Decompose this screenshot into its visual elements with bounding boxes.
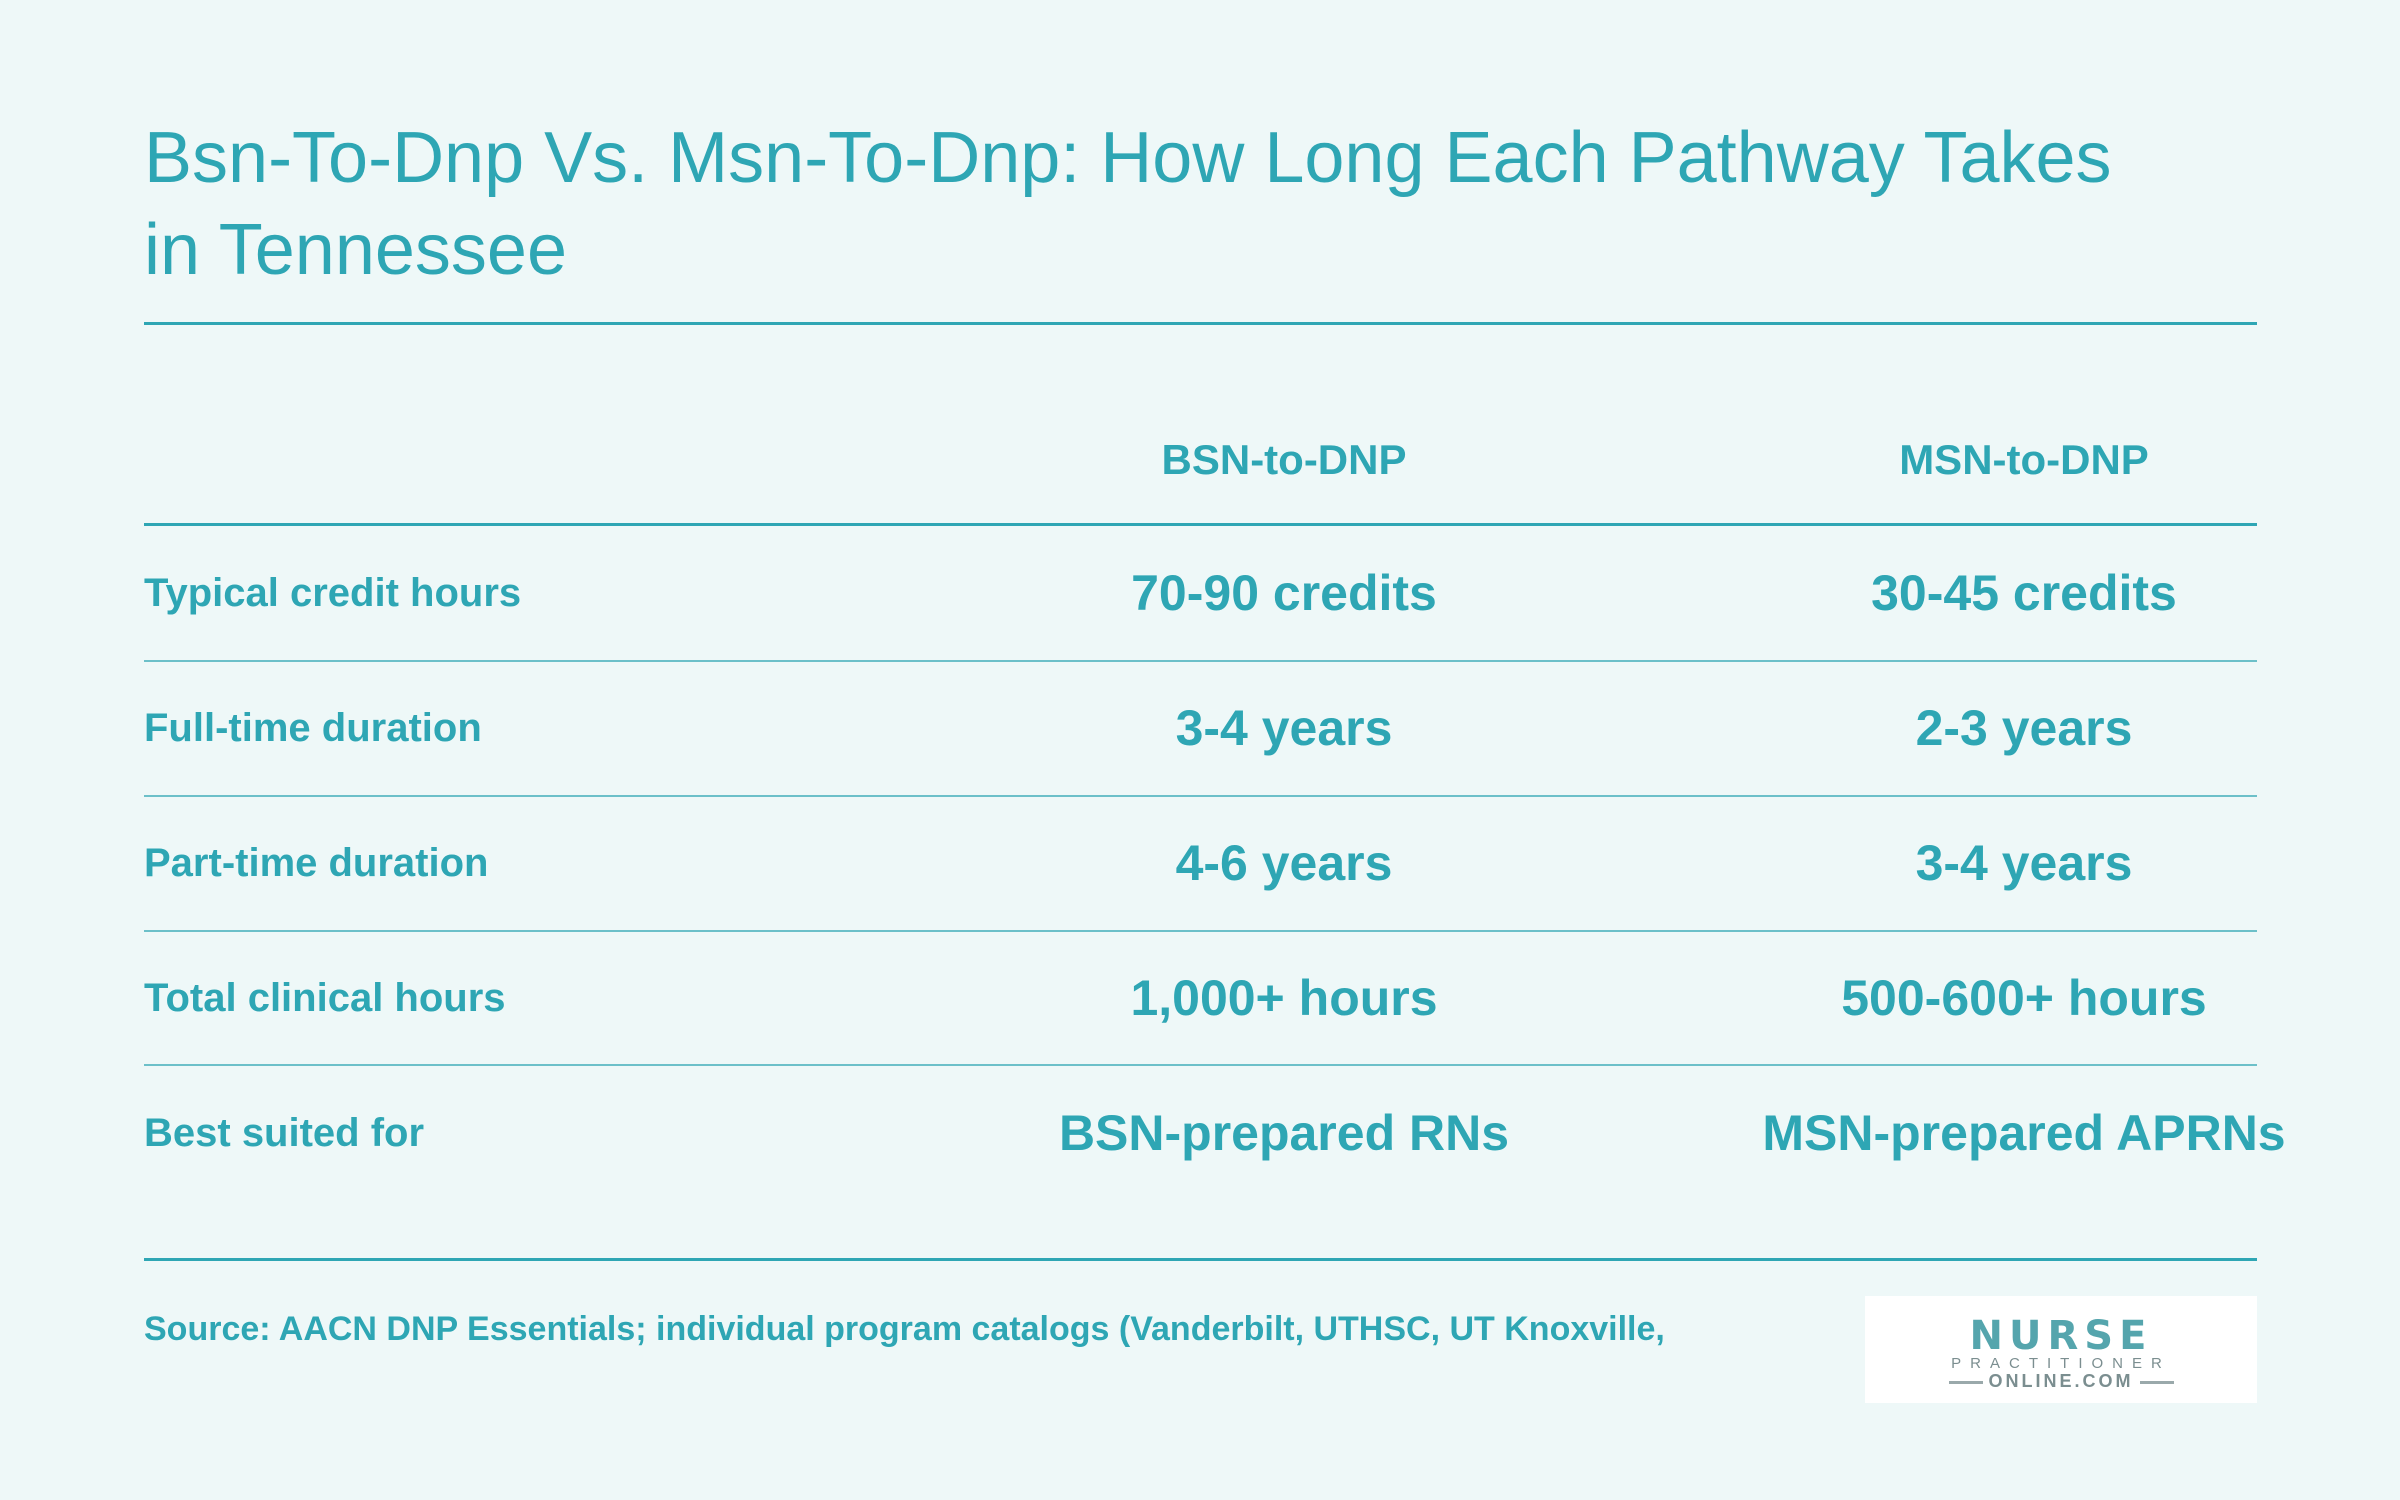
table-row-clinical-hours: Total clinical hours 1,000+ hours 500-60… [144, 931, 2257, 1065]
row-label: Full-time duration [144, 706, 482, 750]
row-divider [144, 930, 2257, 932]
logo-domain: ONLINE.COM [1865, 1372, 2257, 1390]
column-header-bsn-to-dnp: BSN-to-DNP [1161, 436, 1407, 483]
cell-bsn-value: 4-6 years [1175, 835, 1393, 891]
table-row-credit-hours: Typical credit hours 70-90 credits 30-45… [144, 526, 2257, 660]
cell-msn-value: 3-4 years [1915, 835, 2133, 891]
cell-msn-value: 30-45 credits [1871, 565, 2177, 621]
row-divider [144, 660, 2257, 662]
cell-bsn-value: 3-4 years [1175, 700, 1393, 756]
cell-msn-value: MSN-prepared APRNs [1762, 1105, 2286, 1161]
header-divider [144, 523, 2257, 526]
cell-bsn-value: BSN-prepared RNs [1058, 1105, 1510, 1161]
table-row-part-time-duration: Part-time duration 4-6 years 3-4 years [144, 796, 2257, 930]
cell-msn-value: 500-600+ hours [1841, 970, 2207, 1026]
row-label: Best suited for [144, 1111, 425, 1155]
page-title: Bsn-To-Dnp Vs. Msn-To-Dnp: How Long Each… [144, 118, 2112, 290]
nurse-practitioner-online-logo: NURSE PRACTITIONER ONLINE.COM [1865, 1296, 2257, 1403]
row-divider [144, 795, 2257, 797]
row-label: Typical credit hours [144, 571, 522, 615]
title-divider [144, 322, 2257, 325]
column-header-msn-to-dnp: MSN-to-DNP [1899, 436, 2149, 483]
row-divider [144, 1064, 2257, 1066]
source-note: Source: AACN DNP Essentials; individual … [144, 1310, 1665, 1348]
logo-wordmark: NURSE [1969, 1313, 2153, 1359]
logo-domain-text: ONLINE.COM [1988, 1371, 2134, 1391]
row-label: Part-time duration [144, 841, 489, 885]
cell-bsn-value: 70-90 credits [1131, 565, 1437, 621]
cell-msn-value: 2-3 years [1915, 700, 2133, 756]
logo-subtitle: PRACTITIONER [1951, 1355, 2171, 1372]
table-row-full-time-duration: Full-time duration 3-4 years 2-3 years [144, 661, 2257, 795]
row-label: Total clinical hours [144, 976, 506, 1020]
cell-bsn-value: 1,000+ hours [1130, 970, 1438, 1026]
table-row-best-suited-for: Best suited for BSN-prepared RNs MSN-pre… [144, 1066, 2286, 1200]
footer-divider [144, 1258, 2257, 1261]
